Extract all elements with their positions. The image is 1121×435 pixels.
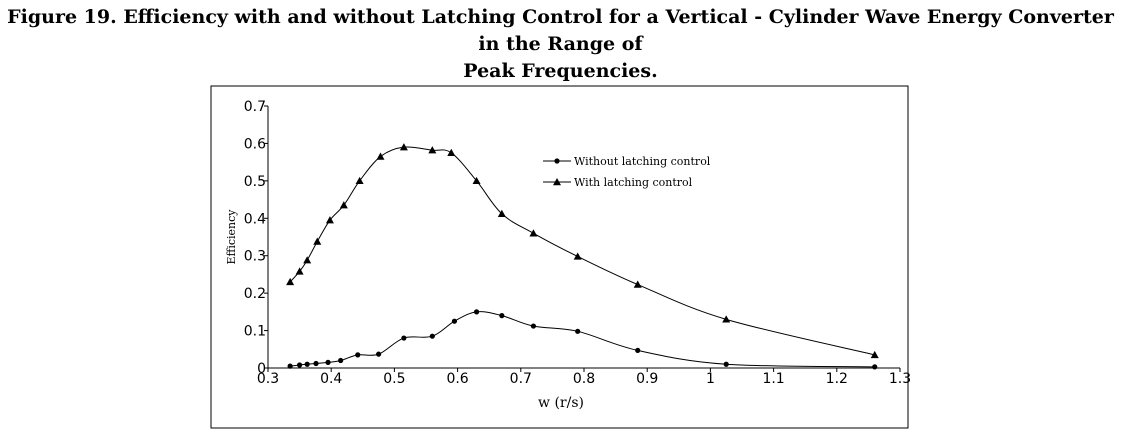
data-point-with-latching <box>428 146 437 154</box>
y-tick-label: 0.7 <box>244 99 266 115</box>
data-point-without-latching <box>355 352 361 358</box>
data-point-without-latching <box>297 362 303 368</box>
data-point-with-latching <box>399 143 408 151</box>
data-point-without-latching <box>325 359 331 365</box>
data-point-with-latching <box>870 350 879 359</box>
legend-marker-with-latching <box>553 178 561 186</box>
y-tick-label: 0.3 <box>244 249 266 265</box>
data-point-without-latching <box>313 360 319 367</box>
x-axis-ticks: 0.3 0.4 0.5 0.6 0.7 0.8 0.9 1 1.1 1.2 1.3 <box>257 368 911 387</box>
data-point-with-latching <box>376 152 385 160</box>
legend: Without latching control With latching co… <box>543 155 711 189</box>
legend-marker-without-latching <box>554 158 560 164</box>
data-point-without-latching <box>376 351 382 357</box>
y-tick-label: 0.1 <box>244 324 266 340</box>
x-tick-label: 1.2 <box>826 371 848 387</box>
x-tick-label: 0.4 <box>320 371 342 387</box>
y-tick-label: 0.5 <box>244 174 266 190</box>
legend-label-with-latching: With latching control <box>574 176 693 189</box>
x-tick-label: 1.1 <box>762 371 784 387</box>
x-tick-label: 0.3 <box>257 371 279 387</box>
data-point-with-latching <box>303 256 312 264</box>
data-point-without-latching <box>635 347 641 354</box>
data-point-without-latching <box>401 335 407 341</box>
x-tick-label: 0.5 <box>383 371 405 387</box>
figure-title-line-2: Peak Frequencies. <box>463 60 658 82</box>
chart-frame <box>210 85 909 429</box>
data-point-with-latching <box>447 148 456 156</box>
data-point-without-latching <box>530 323 537 329</box>
data-point-with-latching <box>472 176 481 185</box>
y-tick-label: 0.6 <box>244 136 266 152</box>
series-layer <box>286 143 879 370</box>
data-point-without-latching <box>451 318 458 324</box>
data-point-with-latching <box>573 252 582 260</box>
x-tick-label: 0.9 <box>636 371 658 387</box>
figure-title: Figure 19. Efficiency with and without L… <box>0 4 1121 85</box>
data-point-without-latching <box>872 364 878 370</box>
y-axis-ticks: 0 0.1 0.2 0.3 0.4 0.5 0.6 0.7 <box>244 99 268 377</box>
data-point-without-latching <box>287 363 293 369</box>
y-tick-label: 0.2 <box>244 286 266 302</box>
legend-label-without-latching: Without latching control <box>574 155 711 168</box>
data-point-without-latching <box>473 309 480 315</box>
data-point-with-latching <box>295 267 304 275</box>
data-point-with-latching <box>313 237 322 245</box>
data-point-without-latching <box>338 357 344 364</box>
y-tick-label: 0 <box>257 361 266 377</box>
x-tick-label: 0.8 <box>573 371 595 387</box>
x-tick-label: 0.7 <box>510 371 532 387</box>
data-point-with-latching <box>339 201 348 209</box>
x-tick-label: 0.6 <box>446 371 468 387</box>
series-line-without-latching <box>290 311 875 368</box>
data-point-with-latching <box>497 209 506 217</box>
data-point-with-latching <box>633 280 642 288</box>
y-tick-label: 0.4 <box>244 211 266 227</box>
x-axis-title: w (r/s) <box>538 395 584 411</box>
data-point-without-latching <box>499 313 505 319</box>
data-point-with-latching <box>722 315 731 323</box>
data-point-with-latching <box>325 216 334 224</box>
x-tick-label: 1.3 <box>889 371 911 387</box>
data-point-without-latching <box>429 333 435 339</box>
data-point-with-latching <box>286 277 295 286</box>
data-point-without-latching <box>304 361 310 367</box>
data-point-without-latching <box>575 328 581 334</box>
figure-title-line-1: Figure 19. Efficiency with and without L… <box>7 6 1114 55</box>
data-point-without-latching <box>723 361 729 367</box>
y-axis-title: Efficiency <box>225 209 238 265</box>
x-tick-label: 1 <box>706 371 715 387</box>
data-point-with-latching <box>529 229 538 237</box>
data-point-with-latching <box>355 176 364 185</box>
